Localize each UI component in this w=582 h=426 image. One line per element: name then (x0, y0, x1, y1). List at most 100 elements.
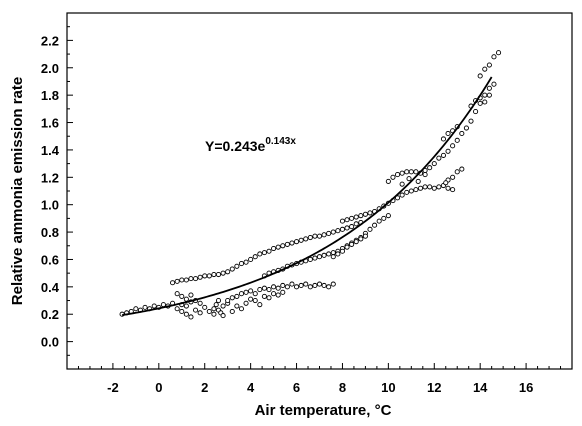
data-point (417, 185, 424, 191)
data-point (307, 284, 313, 290)
data-point (183, 296, 189, 302)
data-point (293, 239, 300, 245)
data-point (473, 109, 479, 115)
data-point (243, 300, 249, 306)
data-point (266, 248, 272, 254)
data-point (326, 251, 332, 257)
data-point (312, 282, 318, 289)
data-point (404, 169, 410, 175)
data-point (257, 251, 263, 257)
data-point (225, 297, 231, 304)
data-point (367, 226, 373, 232)
data-point (431, 161, 437, 167)
data-point (183, 311, 189, 317)
data-point (252, 254, 258, 260)
data-point (440, 136, 447, 142)
data-point (486, 85, 492, 91)
data-point (183, 303, 189, 309)
data-point (454, 137, 460, 143)
x-tick-label: 2 (201, 380, 208, 395)
data-point (261, 285, 267, 291)
data-point (321, 252, 327, 258)
data-point (450, 187, 456, 193)
data-point (330, 250, 336, 256)
data-point (344, 217, 350, 223)
x-tick-label: 0 (155, 380, 162, 395)
data-point (344, 244, 350, 250)
data-point (197, 300, 203, 306)
data-point (220, 303, 226, 309)
data-point (307, 256, 313, 263)
fit-equation-base: Y=0.243e (205, 138, 266, 154)
data-point (213, 302, 219, 308)
data-point (385, 213, 391, 219)
data-point (321, 282, 327, 289)
data-point (406, 176, 412, 182)
data-point (385, 178, 391, 184)
data-point (436, 184, 442, 190)
data-point (495, 50, 502, 56)
data-point (353, 221, 359, 227)
data-point (312, 233, 318, 239)
y-tick-label: 1.4 (41, 143, 60, 158)
data-point (261, 293, 267, 299)
x-axis: -2 0 2 4 6 8 10 12 14 16 (66, 363, 573, 395)
data-point (275, 244, 281, 250)
fit-equation: Y=0.243e0.143x (205, 136, 296, 154)
data-point (482, 66, 488, 72)
data-point (431, 185, 437, 191)
data-point (445, 148, 451, 154)
data-point (307, 234, 313, 241)
y-tick-label: 1.6 (41, 116, 59, 131)
data-point (349, 241, 355, 247)
data-point (211, 311, 217, 317)
data-point (408, 169, 414, 175)
data-point (211, 306, 217, 312)
x-tick-label: 10 (381, 380, 395, 395)
data-point (298, 282, 304, 289)
y-axis-title: Relative ammonia emission rate (9, 77, 26, 305)
data-point (454, 169, 460, 175)
data-point (394, 195, 401, 201)
y-tick-label: 0.0 (41, 335, 59, 350)
data-point (415, 178, 421, 184)
data-point (330, 281, 336, 287)
data-point (303, 281, 309, 287)
data-point (491, 54, 497, 60)
data-point (280, 243, 286, 249)
data-point (174, 306, 180, 312)
data-point (339, 248, 346, 254)
y-tick-label: 2.0 (41, 61, 59, 76)
x-tick-label: 8 (339, 380, 346, 395)
data-point (358, 213, 364, 219)
data-point (248, 296, 254, 302)
data-point (316, 254, 323, 260)
y-tick-label: 0.4 (41, 280, 60, 295)
data-point (271, 291, 277, 297)
data-point (326, 284, 332, 290)
data-point (271, 284, 277, 290)
data-point (486, 62, 492, 68)
data-point (220, 313, 226, 319)
data-point (229, 308, 235, 315)
data-point (339, 226, 346, 232)
data-point (422, 184, 428, 190)
data-point (280, 282, 286, 289)
data-point (450, 174, 456, 180)
data-point (238, 261, 244, 267)
data-point (243, 289, 249, 295)
data-point (188, 276, 194, 282)
data-point (211, 271, 217, 278)
data-point (197, 310, 203, 316)
data-point (358, 236, 364, 242)
data-point (381, 215, 387, 221)
data-point (326, 230, 332, 236)
data-point (339, 218, 346, 224)
data-point (293, 284, 300, 290)
data-point (298, 237, 304, 243)
data-point (248, 256, 254, 263)
data-point (271, 245, 277, 252)
data-point (243, 259, 249, 265)
data-point (443, 180, 449, 186)
data-point (252, 297, 258, 304)
